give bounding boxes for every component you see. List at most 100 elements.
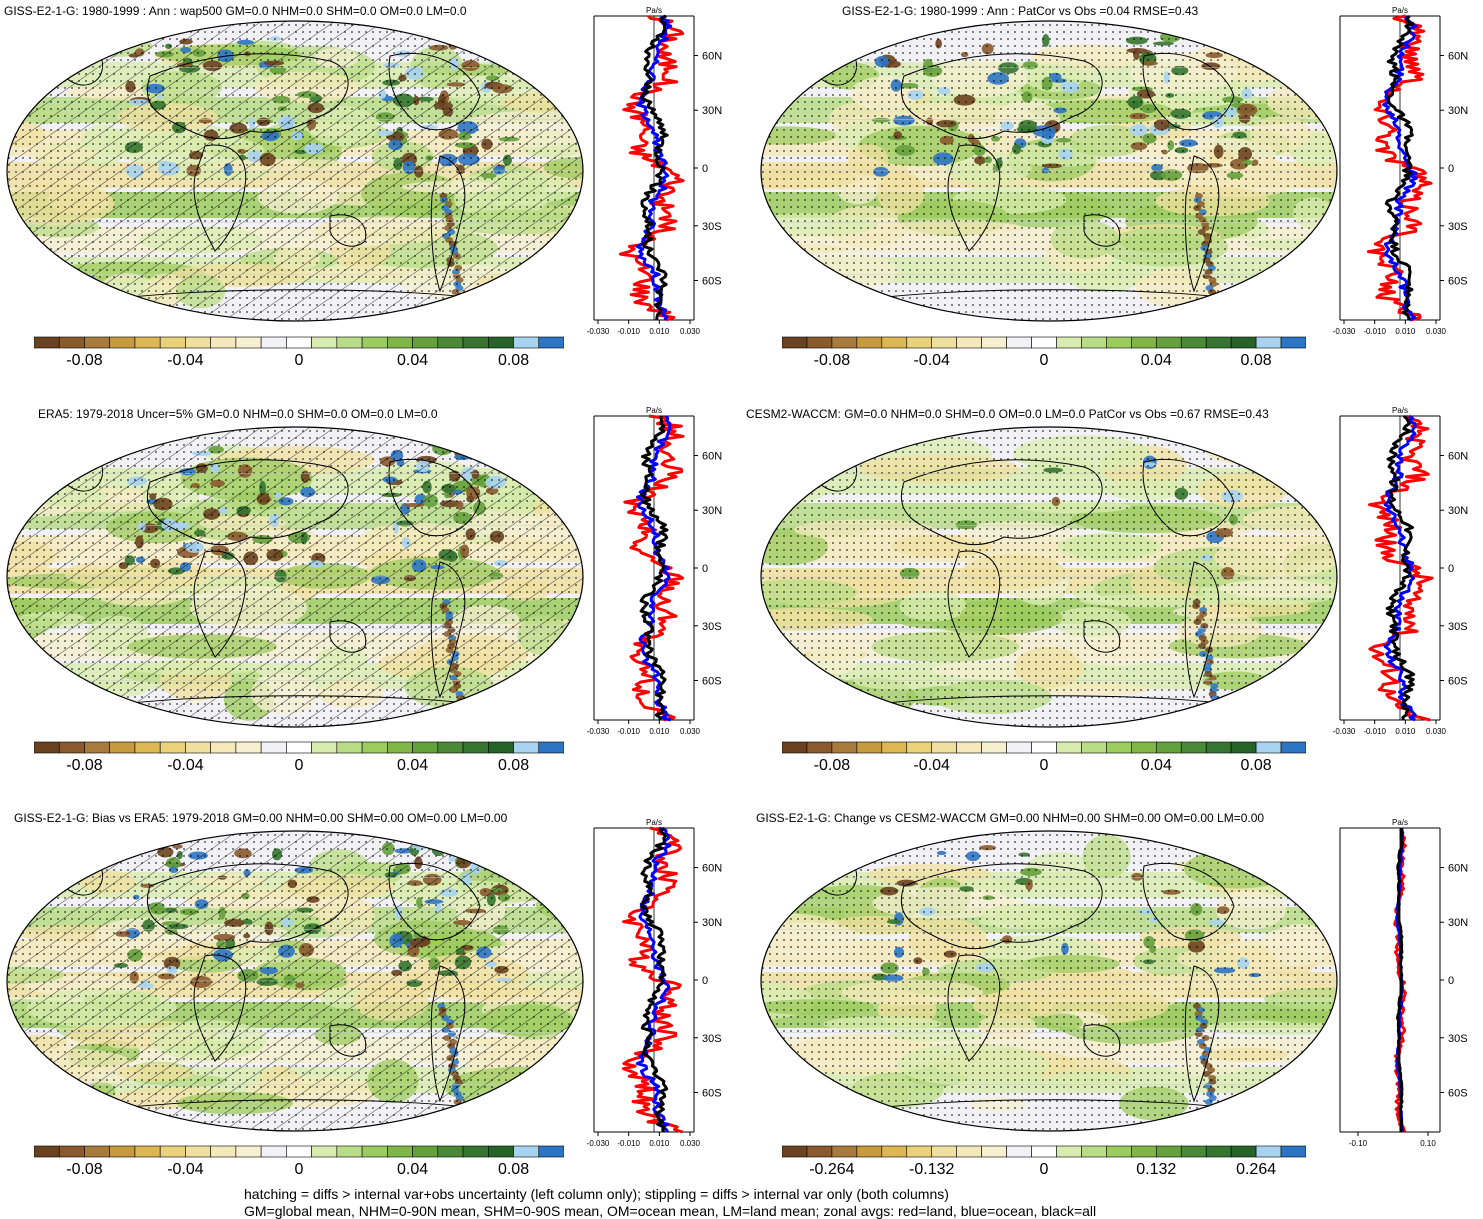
latitude-tick-label: 30S (1448, 1033, 1468, 1045)
world-map (760, 426, 1338, 728)
colorbar-swatch (856, 1145, 883, 1158)
colorbar-label: 0.08 (497, 1161, 530, 1178)
colorbar-swatch (1255, 1145, 1282, 1158)
zonal-curve-land (618, 14, 685, 322)
colorbar-swatch (881, 741, 908, 754)
colorbar-swatch (981, 1145, 1007, 1158)
colorbar-swatch (806, 741, 833, 754)
zonal-tick-label: 0.030 (680, 727, 701, 736)
colorbar-swatch (1205, 336, 1232, 349)
colorbar-swatch (1230, 336, 1257, 349)
colorbar-swatch (487, 336, 514, 349)
colorbar-label: 0 (1039, 1161, 1049, 1178)
colorbar-swatch (513, 741, 540, 754)
colorbar-swatch (462, 1145, 489, 1158)
zonal-curve-all (1396, 827, 1404, 1133)
world-map (760, 20, 1338, 322)
colorbar-swatch (981, 741, 1007, 754)
colorbar-swatch (1006, 1145, 1032, 1158)
colorbar-swatch (806, 336, 833, 349)
zonal-curve-all (640, 14, 669, 321)
colorbar-swatch (260, 336, 287, 349)
colorbar-swatch (1180, 741, 1207, 754)
zonal-mean-plot: Pa/s 60N 30N 0 30S 60S -0.030 -0.010 0.010 0.030 (587, 6, 722, 336)
zonal-tick-label: -0.030 (587, 327, 610, 336)
colorbar-swatch (134, 1145, 161, 1158)
colorbar-swatch (134, 336, 161, 349)
colorbar-swatch (185, 1145, 211, 1158)
colorbar-swatch (235, 741, 262, 754)
colorbar-swatch (856, 741, 883, 754)
colorbar-swatch (336, 741, 363, 754)
colorbar-swatch (1081, 336, 1107, 349)
colorbar-label: -0.04 (167, 757, 204, 774)
colorbar-swatch (1280, 1145, 1306, 1158)
colorbar-swatch (1131, 336, 1157, 349)
panel-2: ERA5: 1979-2018 Uncer=5% GM=0.0 NHM=0.0 … (0, 400, 742, 800)
colorbar-swatch (1031, 336, 1057, 349)
zonal-tick-label: 0.10 (1420, 1139, 1436, 1148)
colorbar (34, 741, 564, 754)
colorbar-swatch (1131, 741, 1157, 754)
colorbar-swatch (437, 1145, 464, 1158)
zonal-curve-all (1385, 414, 1416, 721)
zonal-curve-all (639, 826, 669, 1133)
colorbar-label: 0 (1039, 757, 1049, 774)
colorbar-swatch (487, 1145, 514, 1158)
zonal-tick-label: -0.030 (1333, 327, 1356, 336)
colorbar-swatch (462, 336, 489, 349)
zonal-unit-label: Pa/s (646, 818, 662, 827)
latitude-tick-label: 0 (1448, 163, 1454, 175)
colorbar (34, 1145, 564, 1158)
zonal-tick-label: 0.010 (649, 727, 670, 736)
colorbar-swatch (831, 336, 858, 349)
latitude-tick-label: 60S (1448, 275, 1468, 287)
zonal-tick-label: 0.010 (1395, 327, 1416, 336)
latitude-tick-label: 60N (702, 863, 722, 875)
colorbar-labels: -0.08 -0.04 0 0.04 0.08 (782, 352, 1306, 374)
zonal-tick-label: 0.030 (1426, 327, 1447, 336)
colorbar-swatch (831, 741, 858, 754)
colorbar-swatch (58, 1145, 85, 1158)
zonal-mean-plot: Pa/s 60N 30N 0 30S 60S -0.10 0.10 (1339, 818, 1468, 1148)
colorbar-swatch (210, 336, 237, 349)
panel-4: GISS-E2-1-G: Bias vs ERA5: 1979-2018 GM=… (0, 800, 742, 1180)
colorbar-labels: -0.264 -0.132 0 0.132 0.264 (782, 1161, 1306, 1183)
colorbar-swatch (1205, 741, 1232, 754)
colorbar-swatch (336, 1145, 363, 1158)
latitude-tick-label: 60N (1448, 51, 1468, 63)
colorbar-swatch (856, 336, 883, 349)
footer-note-hatching: hatching = diffs > internal var+obs unce… (244, 1186, 949, 1202)
colorbar (34, 336, 564, 349)
colorbar-swatch (235, 1145, 262, 1158)
colorbar-swatch (109, 741, 136, 754)
zonal-tick-label: -0.010 (617, 327, 640, 336)
colorbar-swatch (84, 1145, 111, 1158)
colorbar-swatch (84, 741, 111, 754)
zonal-unit-label: Pa/s (646, 6, 662, 15)
colorbar-swatch (981, 336, 1007, 349)
panel-1: GISS-E2-1-G: 1980-1999 : Ann : PatCor vs… (742, 0, 1483, 400)
colorbar-swatch (1155, 1145, 1182, 1158)
colorbar-swatch (956, 336, 982, 349)
colorbar-label: 0.04 (396, 1161, 429, 1178)
colorbar-swatch (1255, 336, 1282, 349)
colorbar-swatch (1056, 1145, 1082, 1158)
latitude-tick-label: 30N (702, 105, 722, 117)
latitude-tick-label: 0 (702, 163, 708, 175)
panel-0: GISS-E2-1-G: 1980-1999 : Ann : wap500 GM… (0, 0, 742, 400)
colorbar-label: 0.08 (497, 352, 530, 369)
colorbar-swatch (538, 1145, 564, 1158)
colorbar-swatch (286, 1145, 312, 1158)
colorbar-swatch (1180, 336, 1207, 349)
zonal-mean-plot: Pa/s 60N 30N 0 30S 60S -0.030 -0.010 0.010 0.030 (1333, 6, 1468, 336)
world-map (6, 20, 584, 322)
zonal-tick-label: 0.030 (1426, 727, 1447, 736)
latitude-tick-label: 30N (702, 917, 722, 929)
colorbar-swatch (437, 741, 464, 754)
colorbar-swatch (782, 336, 808, 349)
zonal-tick-label: -0.010 (617, 1139, 640, 1148)
zonal-tick-label: -0.010 (617, 727, 640, 736)
colorbar-label: -0.04 (167, 352, 204, 369)
colorbar-swatch (956, 1145, 982, 1158)
